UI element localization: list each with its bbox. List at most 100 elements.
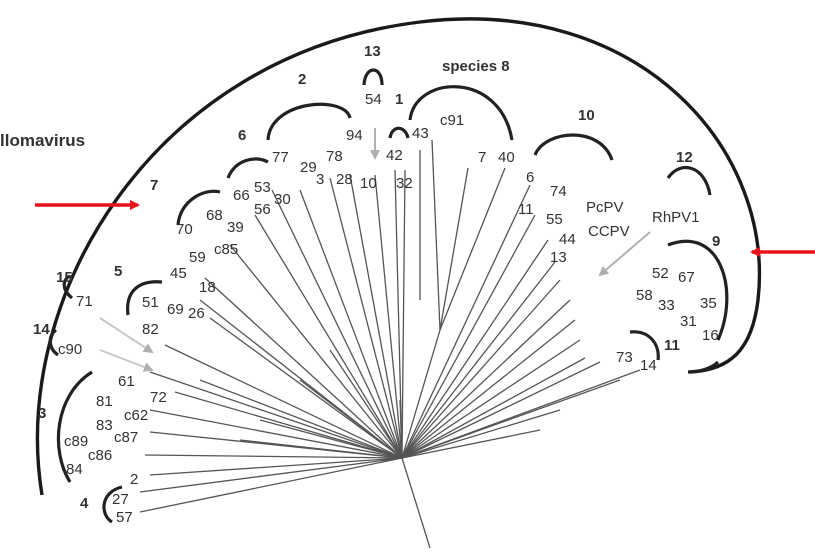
- leaf-14: 14: [640, 357, 657, 374]
- group-15-label: 15: [56, 269, 73, 286]
- leaf-6: 6: [526, 169, 534, 186]
- leaf-53: 53: [254, 179, 271, 196]
- leaf-32: 32: [396, 175, 413, 192]
- leaf-59: 59: [189, 249, 206, 266]
- leaf-52: 52: [652, 265, 669, 282]
- leaf-77: 77: [272, 149, 289, 166]
- clade-5-arc: [126, 280, 163, 316]
- leaf-68: 68: [206, 207, 223, 224]
- leaf-58: 58: [636, 287, 653, 304]
- clade-2-arc: [266, 102, 352, 141]
- leaf-c62: c62: [124, 407, 148, 424]
- leaf-labels: 54 94 43 42 32 c91 7 40 77 29 3 78 28 10…: [58, 91, 719, 526]
- group-10-label: 10: [578, 107, 595, 124]
- leaf-c89: c89: [64, 433, 88, 450]
- leaf-rhpv1: RhPV1: [652, 209, 700, 226]
- clade-1-arc: [388, 126, 410, 139]
- leaf-71: 71: [76, 293, 93, 310]
- leaf-31: 31: [680, 313, 697, 330]
- leaf-73: 73: [616, 349, 633, 366]
- leaf-26: 26: [188, 305, 205, 322]
- leaf-35: 35: [700, 295, 717, 312]
- clade-3-arc: [56, 370, 93, 483]
- clade-4-arc: [102, 485, 123, 524]
- clade-13-arc: [362, 68, 384, 86]
- genus-label: llomavirus: [0, 131, 85, 150]
- group-6-label: 6: [238, 127, 246, 144]
- pointer-arrows: [99, 128, 651, 372]
- leaf-c85: c85: [214, 241, 238, 258]
- group-3-label: 3: [38, 405, 46, 422]
- group-14-label: 14: [33, 321, 50, 338]
- clade-11-arc: [629, 330, 660, 361]
- leaf-2: 2: [130, 471, 138, 488]
- leaf-69: 69: [167, 301, 184, 318]
- leaf-c87: c87: [114, 429, 138, 446]
- leaf-44: 44: [559, 231, 576, 248]
- group-2-label: 2: [298, 71, 306, 88]
- leaf-40: 40: [498, 149, 515, 166]
- group-7-label: 7: [150, 177, 158, 194]
- leaf-84: 84: [66, 461, 83, 478]
- clade-14-arc: [48, 328, 60, 357]
- species-8-label: species 8: [442, 58, 510, 75]
- leaf-39: 39: [227, 219, 244, 236]
- clade-10-arc: [533, 133, 614, 161]
- leaf-3: 3: [316, 171, 324, 188]
- leaf-ccpv: CCPV: [588, 223, 630, 240]
- leaf-70: 70: [176, 221, 193, 238]
- group-5-label: 5: [114, 263, 122, 280]
- leaf-42: 42: [386, 147, 403, 164]
- leaf-66: 66: [233, 187, 250, 204]
- leaf-61: 61: [118, 373, 135, 390]
- leaf-11: 11: [518, 201, 534, 218]
- leaf-55: 55: [546, 211, 563, 228]
- group-9-label: 9: [712, 233, 720, 250]
- leaf-16: 16: [702, 327, 719, 344]
- genus-boundary-arc: [35, 17, 762, 496]
- leaf-72: 72: [150, 389, 167, 406]
- leaf-27: 27: [112, 491, 129, 508]
- group-11-label: 11: [664, 337, 680, 354]
- leaf-83: 83: [96, 417, 113, 434]
- group-13-label: 13: [364, 43, 381, 60]
- leaf-54: 54: [365, 91, 382, 108]
- leaf-57: 57: [116, 509, 133, 526]
- clade-15-arc: [62, 274, 74, 300]
- leaf-28: 28: [336, 171, 353, 188]
- leaf-78: 78: [326, 148, 343, 165]
- leaf-45: 45: [170, 265, 187, 282]
- group-12-label: 12: [676, 149, 693, 166]
- group-number-labels: 13 2 1 6 7 10 12 9 15 5 14 3 4 11: [33, 43, 720, 512]
- species-8-arc: [408, 85, 514, 141]
- leaf-c86: c86: [88, 447, 112, 464]
- leaf-29: 29: [300, 159, 317, 176]
- leaf-56: 56: [254, 201, 271, 218]
- clade-7-arc: [176, 189, 221, 226]
- leaf-30: 30: [274, 191, 291, 208]
- leaf-82: 82: [142, 321, 159, 338]
- tree-branches: [139, 139, 641, 549]
- leaf-43: 43: [412, 125, 429, 142]
- leaf-74: 74: [550, 183, 567, 200]
- leaf-c91: c91: [440, 112, 464, 129]
- clade-arcs: [48, 68, 729, 524]
- leaf-94: 94: [346, 127, 363, 144]
- leaf-51: 51: [142, 294, 159, 311]
- group-1-label: 1: [395, 91, 403, 108]
- leaf-18: 18: [199, 279, 216, 296]
- group-4-label: 4: [80, 495, 89, 512]
- leaf-81: 81: [96, 393, 113, 410]
- leaf-7: 7: [478, 149, 486, 166]
- leaf-67: 67: [678, 269, 695, 286]
- clade-9-arc: [667, 239, 729, 341]
- leaf-10: 10: [360, 175, 377, 192]
- clade-12-arc: [666, 166, 712, 196]
- clade-11b-arc: [687, 360, 720, 374]
- clade-6-arc: [226, 157, 269, 179]
- leaf-33: 33: [658, 297, 675, 314]
- leaf-13: 13: [550, 249, 567, 266]
- leaf-c90: c90: [58, 341, 82, 358]
- leaf-pcpv: PcPV: [586, 199, 624, 216]
